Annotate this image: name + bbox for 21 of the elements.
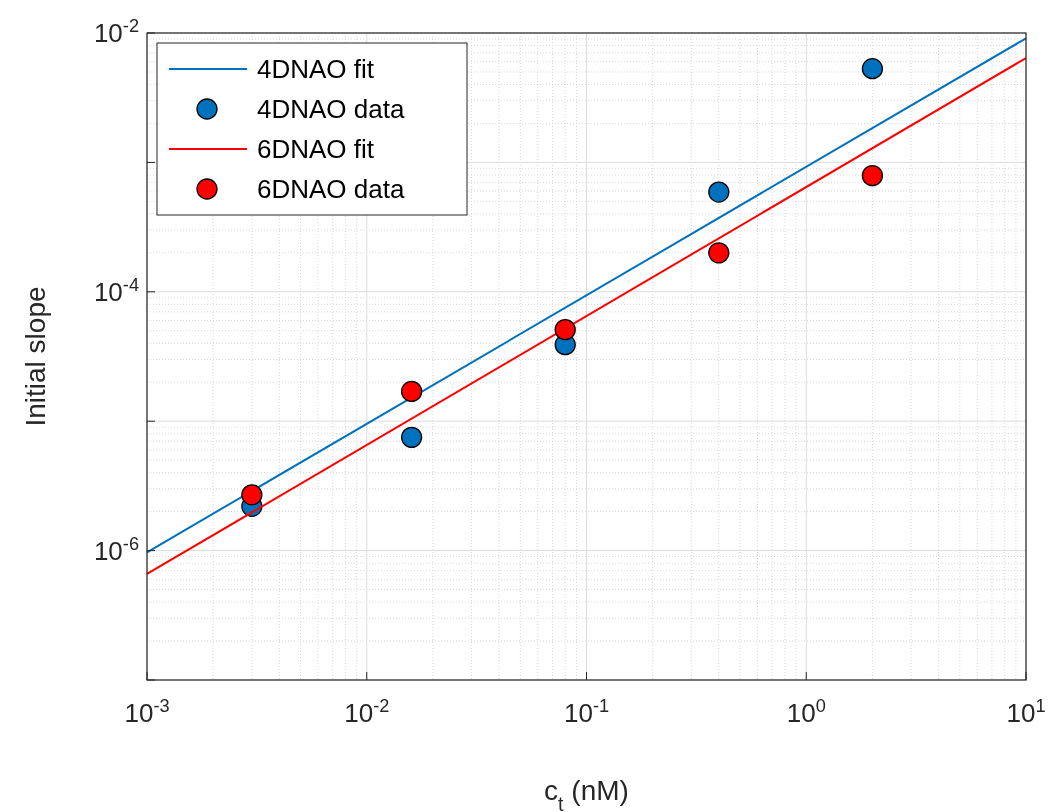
legend-label: 6DNAO fit (257, 134, 375, 164)
point (708, 242, 730, 264)
y-tick-label: 10$^{-6}$ (93, 533, 139, 566)
point (861, 58, 884, 80)
x-tick-label: 10$^{-1}$ (563, 696, 610, 728)
point (400, 426, 423, 449)
legend-label: 4DNAO data (257, 94, 405, 124)
legend-label: 4DNAO fit (257, 54, 375, 84)
x-axis-title: c$_{t}$ (nM) (544, 775, 629, 812)
point (400, 380, 423, 403)
x-tick-label: 10$^{-3}$ (124, 696, 170, 728)
point (554, 318, 576, 341)
x-tick-label: 10$^{-2}$ (344, 696, 390, 728)
point (708, 181, 730, 203)
legend-label: 6DNAO data (257, 174, 405, 204)
y-axis-title: Initial slope (20, 286, 51, 427)
point (861, 165, 884, 187)
x-tick-label: 10$^{0}$ (786, 696, 826, 728)
y-tick-label: 10$^{-2}$ (93, 16, 139, 48)
x-tick-label: 10$^{1}$ (1006, 696, 1046, 728)
y-tick-label: 10$^{-4}$ (93, 274, 139, 307)
